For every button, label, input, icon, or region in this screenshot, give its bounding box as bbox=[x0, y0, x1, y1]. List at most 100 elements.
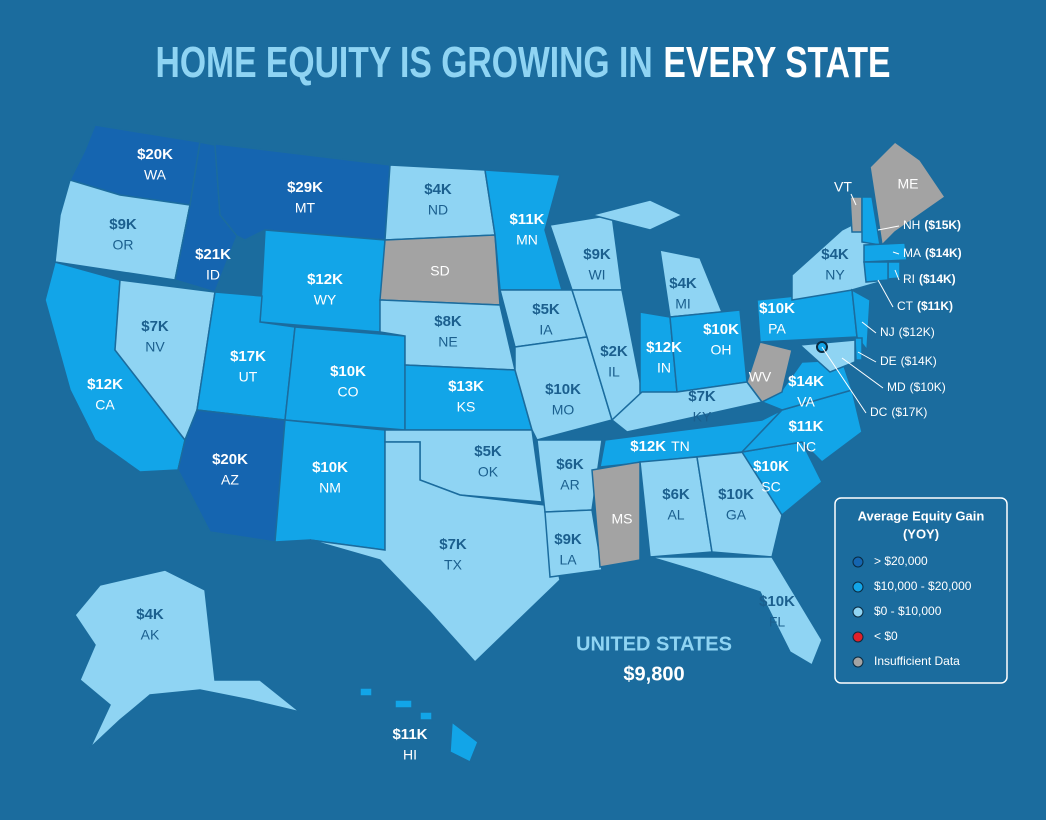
state-value: $4K bbox=[669, 275, 697, 292]
state-label: $4K NY bbox=[821, 246, 849, 283]
state-value: $11K bbox=[509, 211, 544, 228]
state-abbr: MI bbox=[675, 296, 691, 312]
state-abbr: GA bbox=[726, 507, 747, 523]
state-shape bbox=[419, 711, 433, 721]
state-abbr: FL bbox=[769, 614, 786, 630]
legend-swatch bbox=[852, 656, 864, 668]
state-label: WV bbox=[749, 369, 772, 385]
state-label: $29K MT bbox=[287, 179, 323, 216]
state-label: MA ($14K) bbox=[903, 246, 962, 260]
state-shape bbox=[309, 441, 561, 664]
state-value: $11K bbox=[392, 726, 427, 743]
state-label: $20K AZ bbox=[212, 451, 248, 488]
state-label: $7K NV bbox=[141, 318, 169, 355]
state-value: $7K bbox=[688, 388, 716, 405]
state-value: $29K bbox=[287, 179, 323, 196]
callout-label: DC ($17K) bbox=[870, 405, 927, 419]
state-label: $10K FL bbox=[759, 593, 795, 630]
state-value: $7K bbox=[141, 318, 169, 335]
state-shape bbox=[849, 196, 863, 233]
state-abbr: MS bbox=[612, 511, 633, 527]
legend-title: Average Equity Gain bbox=[858, 508, 985, 523]
title-highlight: EVERY STATE bbox=[663, 38, 890, 87]
state-labels: $20K WA $9K OR $12K CA $7K NV $21K ID $29K MT $12K WY… bbox=[87, 146, 962, 763]
state-abbr: IA bbox=[539, 322, 553, 338]
state-value: $14K bbox=[788, 373, 824, 390]
state-value: ($14K) bbox=[925, 246, 962, 260]
state-label: CT ($11K) bbox=[897, 299, 953, 313]
state-value: ($15K) bbox=[924, 218, 961, 232]
state-abbr: NH bbox=[903, 218, 920, 232]
state-label: ME bbox=[898, 176, 919, 192]
state-shape bbox=[589, 199, 684, 231]
state-abbr: NM bbox=[319, 480, 341, 496]
legend-swatch bbox=[852, 556, 864, 568]
state-abbr: WV bbox=[749, 369, 772, 385]
state-value: $4K bbox=[424, 181, 452, 198]
callout-label: NH ($15K) bbox=[903, 218, 961, 232]
state-abbr: MT bbox=[295, 200, 316, 216]
legend-label: $10,000 - $20,000 bbox=[874, 579, 972, 593]
state-abbr: CA bbox=[95, 397, 115, 413]
state-label: SD bbox=[430, 263, 449, 279]
state-abbr: NY bbox=[825, 267, 845, 283]
state-label: $5K OK bbox=[474, 443, 502, 480]
state-shape bbox=[851, 288, 871, 353]
state-abbr: CT bbox=[897, 299, 914, 313]
state-value: ($11K) bbox=[917, 299, 953, 313]
state-abbr: AK bbox=[141, 627, 160, 643]
state-value: $12K bbox=[87, 376, 123, 393]
legend-box bbox=[834, 497, 1008, 684]
state-shape bbox=[449, 720, 479, 764]
leader-line bbox=[877, 225, 900, 231]
state-label: $11K MN bbox=[509, 211, 544, 248]
state-label: MD ($10K) bbox=[887, 380, 946, 394]
state-abbr: HI bbox=[403, 747, 417, 763]
title: HOME EQUITY IS GROWING INEVERY STATE bbox=[156, 38, 891, 87]
state-label: $10K SC bbox=[753, 458, 789, 495]
state-value: $9K bbox=[109, 216, 137, 233]
leader-line bbox=[894, 269, 900, 281]
state-label: $10K PA bbox=[759, 300, 795, 337]
state-value: $10K bbox=[330, 363, 366, 380]
state-label: $14K VA bbox=[788, 373, 824, 410]
state-label: $9K LA bbox=[554, 531, 582, 568]
state-abbr: LA bbox=[559, 552, 577, 568]
state-value: $10K bbox=[753, 458, 789, 475]
state-label: $10K CO bbox=[330, 363, 366, 400]
state-value: $4K bbox=[821, 246, 849, 263]
state-label: VT bbox=[834, 179, 852, 195]
state-value: $6K bbox=[662, 486, 690, 503]
state-shape bbox=[696, 451, 783, 558]
legend-label: $0 - $10,000 bbox=[874, 604, 942, 618]
legend-swatch bbox=[852, 631, 864, 643]
state-label: DE ($14K) bbox=[880, 354, 937, 368]
state-label: $21K ID bbox=[195, 246, 231, 283]
state-value: $2K bbox=[600, 343, 628, 360]
state-label: $12K CA bbox=[87, 376, 123, 413]
state-abbr: NJ bbox=[880, 325, 895, 339]
state-abbr: SC bbox=[761, 479, 780, 495]
state-shape bbox=[544, 509, 603, 578]
state-value: $12K bbox=[630, 438, 666, 455]
state-value: ($14K) bbox=[919, 272, 956, 286]
state-abbr: AL bbox=[667, 507, 684, 523]
callout-label: NJ ($12K) bbox=[880, 325, 935, 339]
state-label: $7K KY bbox=[688, 388, 716, 425]
leader-line bbox=[892, 251, 900, 255]
state-value: $6K bbox=[556, 456, 584, 473]
state-label: $10K GA bbox=[718, 486, 754, 523]
state-abbr: DE bbox=[880, 354, 897, 368]
state-label: $4K AK bbox=[136, 606, 164, 643]
state-value: $11K bbox=[788, 418, 823, 435]
state-value: $9K bbox=[554, 531, 582, 548]
state-abbr: PA bbox=[768, 321, 786, 337]
state-label: $8K NE bbox=[434, 313, 462, 350]
state-shape bbox=[649, 556, 823, 667]
state-label: $4K MI bbox=[669, 275, 697, 312]
callout-label: DE ($14K) bbox=[880, 354, 937, 368]
state-value: $10K bbox=[718, 486, 754, 503]
leader-line bbox=[861, 321, 877, 334]
state-shape bbox=[863, 261, 889, 283]
state-abbr: TN bbox=[671, 438, 690, 454]
